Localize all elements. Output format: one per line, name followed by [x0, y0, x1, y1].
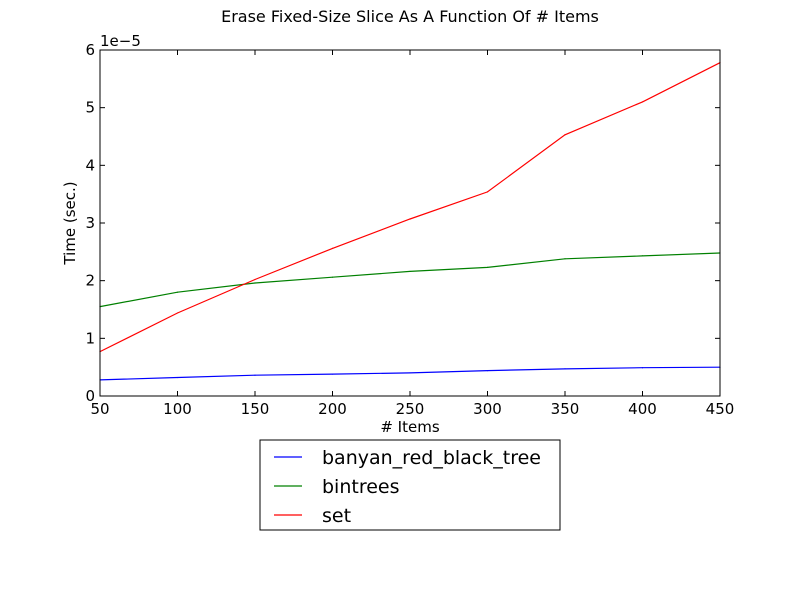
x-tick-label: 250: [396, 400, 425, 418]
data-point: [254, 374, 256, 376]
x-tick-label: 350: [551, 400, 580, 418]
data-point: [564, 134, 566, 136]
y-tick-label: 6: [85, 41, 95, 59]
legend-label: set: [322, 505, 351, 527]
y-tick-label: 2: [85, 272, 95, 290]
data-point: [176, 376, 179, 379]
plot-area: [100, 50, 720, 396]
data-point: [331, 276, 334, 278]
data-point: [486, 370, 489, 372]
y-axis-label: Time (sec.): [61, 181, 79, 265]
legend-label: bintrees: [322, 476, 400, 498]
series-layer: [99, 62, 721, 381]
y-tick-label: 1: [85, 329, 95, 347]
x-tick-label: 100: [163, 400, 192, 418]
data-point: [486, 191, 489, 193]
data-point: [331, 247, 334, 249]
x-tick-label: 450: [706, 400, 735, 418]
y-scale-label: 1e−5: [100, 32, 141, 50]
x-tick-label: 150: [241, 400, 270, 418]
data-point: [409, 372, 411, 374]
data-point: [564, 258, 566, 260]
x-axis-label: # Items: [380, 418, 439, 436]
data-point: [176, 291, 179, 293]
ticks-layer: 50 100 150 200 250 300 350 400 450 0 1 2 3 4 5 6: [85, 41, 734, 418]
data-point: [486, 266, 489, 269]
y-tick-label: 4: [85, 156, 95, 174]
y-tick-label: 0: [85, 387, 95, 405]
y-tick-label: 3: [85, 214, 95, 232]
chart-title: Erase Fixed-Size Slice As A Function Of …: [221, 7, 599, 26]
x-tick-label: 400: [628, 400, 657, 418]
data-point: [409, 218, 411, 220]
legend-label: banyan_red_black_tree: [322, 447, 541, 469]
data-point: [641, 101, 644, 103]
data-point: [331, 373, 334, 375]
data-point: [176, 312, 179, 314]
y-tick-label: 5: [85, 99, 95, 117]
data-point: [564, 368, 566, 370]
x-tick-label: 200: [318, 400, 347, 418]
x-tick-label: 300: [473, 400, 502, 418]
legend: banyan_red_black_tree bintrees set: [274, 447, 541, 527]
legend-box: [259, 439, 561, 531]
data-point: [254, 278, 256, 281]
data-point: [254, 282, 256, 284]
data-point: [641, 255, 644, 257]
data-point: [641, 367, 644, 369]
data-point: [409, 270, 411, 273]
x-tick-label: 50: [90, 400, 109, 418]
